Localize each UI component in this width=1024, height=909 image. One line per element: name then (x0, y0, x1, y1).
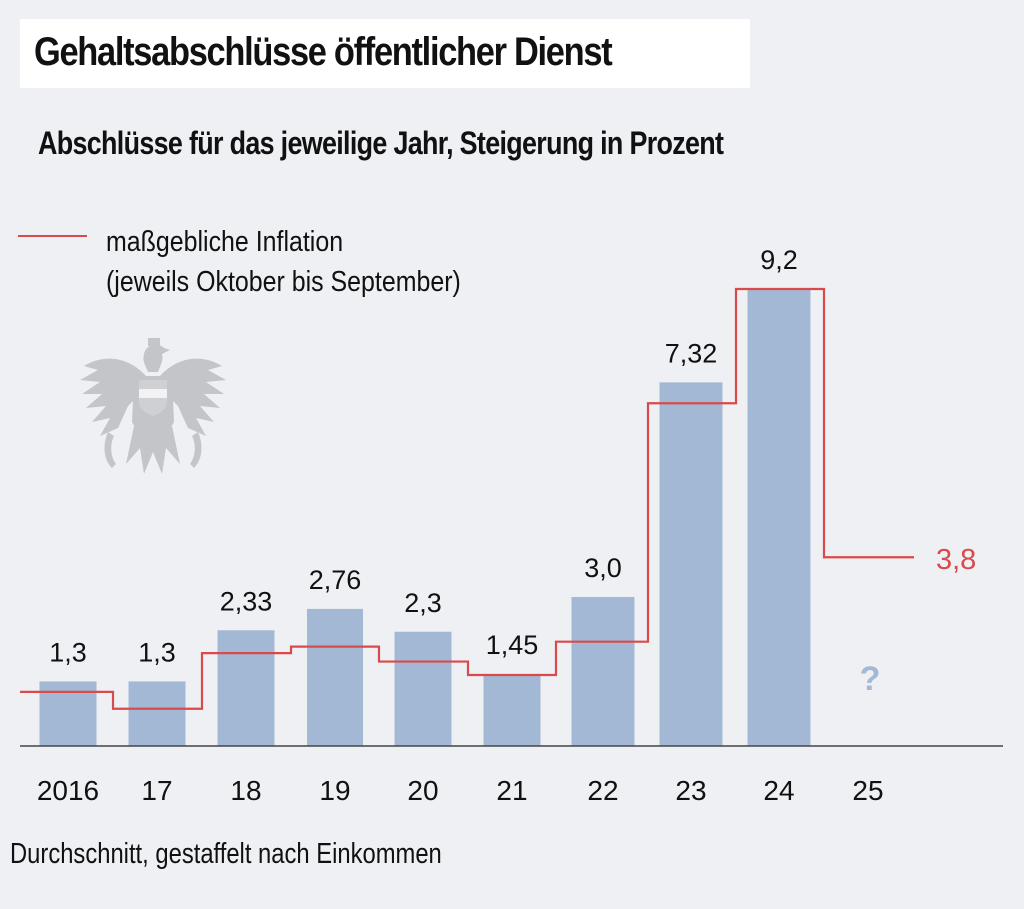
x-tick-label: 25 (852, 775, 883, 806)
x-tick-label: 2016 (37, 775, 99, 806)
bar-value-label: 9,2 (760, 245, 798, 275)
title-background (20, 19, 750, 88)
x-tick-label: 24 (763, 775, 794, 806)
inflation-end-label: 3,8 (936, 544, 976, 576)
bar-value-label: 7,32 (665, 338, 718, 368)
bar-23 (659, 382, 723, 746)
legend-label: maßgebliche Inflation (jeweils Oktober b… (106, 222, 461, 302)
bar-value-label: 2,33 (220, 586, 273, 616)
x-tick-label: 21 (496, 775, 527, 806)
bar-22 (571, 596, 635, 746)
chart-subtitle: Abschlüsse für das jeweilige Jahr, Steig… (38, 125, 724, 161)
bar-value-label: 3,0 (584, 553, 622, 583)
bar-17 (128, 681, 186, 746)
bar-20 (394, 631, 452, 746)
x-tick-label: 23 (675, 775, 706, 806)
labels-layer: 1,3 2016 1,3 17 2,33 18 2,76 19 2,3 20 1,45 21 3,0 22… (37, 245, 976, 806)
bar-24 (747, 289, 811, 746)
bar-19 (307, 608, 363, 746)
inflation-step-line (20, 287, 914, 710)
austrian-eagle-coat-of-arms-icon (80, 338, 226, 474)
x-tick-label: 22 (587, 775, 618, 806)
legend-label-line-1: maßgebliche Inflation (106, 226, 344, 258)
legend-line-swatch (18, 235, 87, 237)
x-tick-label: 17 (141, 775, 172, 806)
bar-value-label: 2,76 (309, 565, 362, 595)
chart-title: Gehaltsabschlüsse öffentlicher Dienst (34, 30, 613, 74)
x-tick-label: 20 (407, 775, 438, 806)
footnote: Durchschnitt, gestaffelt nach Einkommen (10, 838, 442, 870)
bar-value-label: 2,3 (404, 588, 442, 618)
unknown-value-marker: ? (860, 660, 881, 698)
bar-value-label: 1,45 (486, 630, 539, 660)
x-tick-label: 18 (230, 775, 261, 806)
bars-layer (39, 289, 811, 746)
x-tick-label: 19 (319, 775, 350, 806)
inflation-line-layer (20, 287, 914, 710)
legend-label-line-2: (jeweils Oktober bis September) (106, 266, 461, 298)
bar-value-label: 1,3 (138, 637, 176, 667)
bar-21 (483, 673, 541, 746)
bar-18 (217, 630, 275, 746)
bar-value-label: 1,3 (49, 637, 87, 667)
